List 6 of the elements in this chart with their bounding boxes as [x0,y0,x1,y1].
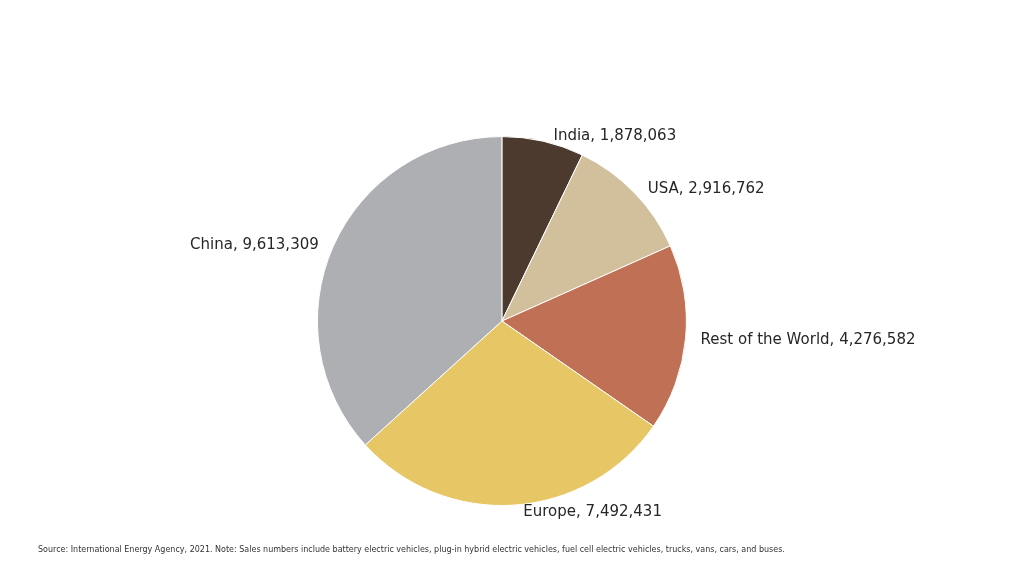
slice-label: Europe, 7,492,431 [523,502,662,521]
slice-label: USA, 2,916,762 [647,179,765,198]
slice-label: India, 1,878,063 [553,126,677,145]
slice-label: China, 9,613,309 [190,234,319,253]
source-note: Source: International Energy Agency, 2021. Note: Sales numbers include battery electric vehicles, plug-in hybrid electric vehicles, fuel cell electric vehicles, trucks, vans, cars, and buses. [38,544,785,554]
slice-label: Rest of the World, 4,276,582 [700,329,916,348]
